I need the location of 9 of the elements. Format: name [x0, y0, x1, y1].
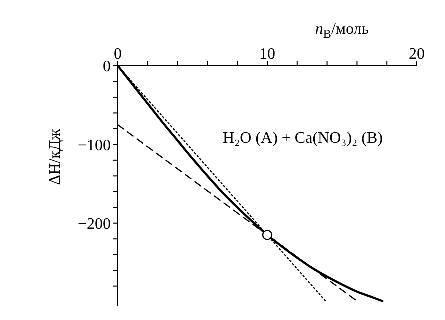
x-tick-label: 10	[260, 46, 276, 63]
y-tick-label: −100	[78, 137, 111, 154]
y-axis-title: ΔH/кДж	[47, 128, 64, 186]
y-tick-label: 0	[103, 58, 111, 76]
x-axis-title: n$_{В}$/моль	[315, 21, 370, 41]
annotation: H₂O (A) + Ca(NO₃)₂ (B)	[223, 130, 383, 148]
x-tick-label: 20	[409, 46, 425, 63]
y-tick-label: −200	[78, 216, 111, 234]
x-tick-label: 0	[114, 46, 122, 63]
